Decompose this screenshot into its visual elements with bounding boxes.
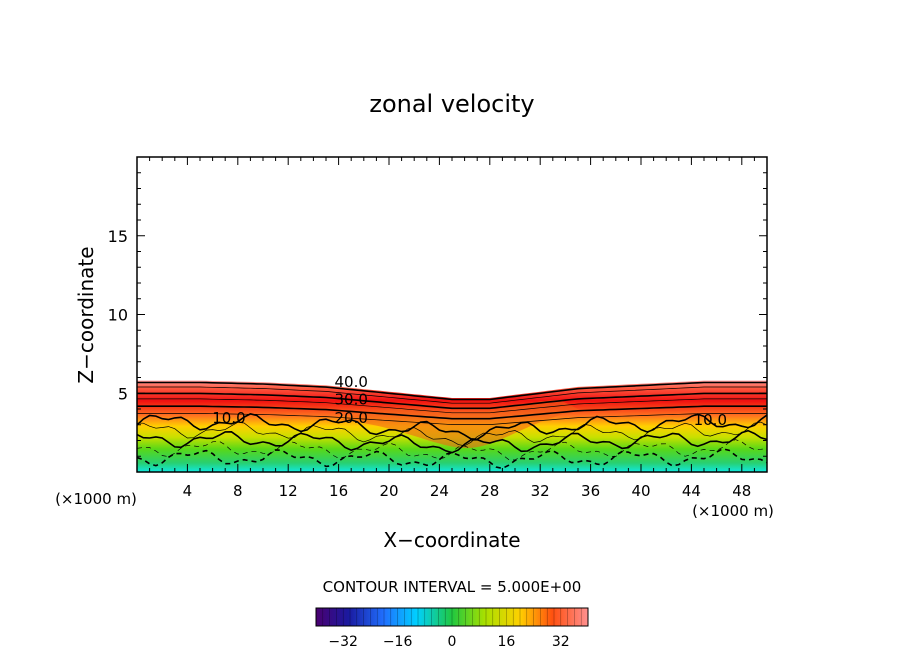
colorbar-tick-labels: −32 −16 0 16 32: [328, 634, 569, 650]
y-tick-label: 15: [108, 227, 128, 246]
contour-line: [137, 392, 767, 410]
contour-line: [137, 429, 767, 454]
y-tick-label: 5: [118, 384, 128, 403]
contour-line: [137, 439, 767, 461]
x-axis-label: X−coordinate: [383, 528, 520, 552]
x-tick-label: 16: [329, 482, 348, 500]
contour-line: [137, 386, 767, 404]
colorbar-bands: [322, 608, 582, 626]
colorbar-tick-label: −32: [328, 634, 358, 650]
x-tick-label: 40: [631, 482, 650, 500]
contour-line: [137, 421, 767, 447]
contour-line: [137, 413, 767, 425]
colorbar-tick-label: 0: [448, 634, 457, 650]
contour-line: [137, 413, 767, 441]
x-tick-label: 12: [279, 482, 298, 500]
contour-line: [137, 405, 767, 420]
x-tick-label: 24: [430, 482, 449, 500]
contour-label: 10.0: [212, 409, 245, 427]
velocity-field: [137, 380, 767, 472]
y-tick-label: 10: [108, 306, 128, 325]
x-tick-label: 32: [531, 482, 550, 500]
contour-line: [137, 381, 767, 401]
y-axis-label: Z−coordinate: [74, 246, 98, 383]
contour-label: 30.0: [334, 390, 367, 408]
contour-labels: 40.030.020.0 10.0 10.0: [212, 373, 727, 429]
chart-title: zonal velocity: [369, 90, 534, 118]
x-tick-label: 48: [732, 482, 751, 500]
colorbar-tick-label: 32: [552, 634, 570, 650]
contour-label: 20.0: [334, 409, 367, 427]
contour-line: [137, 447, 767, 470]
x-tick-label: 4: [183, 482, 193, 500]
x-tick-labels: 4 8 12 16 20 24 28 32 36 40 44 48: [183, 482, 752, 500]
x-tick-label: 8: [233, 482, 243, 500]
x-tick-label: 44: [682, 482, 701, 500]
contour-interval-text: CONTOUR INTERVAL = 5.000E+00: [323, 578, 582, 596]
contour-label: 40.0: [334, 373, 367, 391]
x-tick-label: 28: [480, 482, 499, 500]
x-tick-label: 20: [379, 482, 398, 500]
contour-label: 10.0: [694, 411, 727, 429]
x-unit-right: (×1000 m): [692, 502, 774, 520]
contour-lines: [137, 381, 767, 470]
warm-core-region: [340, 400, 580, 449]
colorbar-tick-label: −16: [383, 634, 413, 650]
y-tick-labels: 5 10 15: [108, 227, 128, 404]
axis-ticks: [137, 157, 767, 472]
contour-line: [137, 398, 767, 414]
x-unit-left: (×1000 m): [55, 490, 137, 508]
x-tick-label: 36: [581, 482, 600, 500]
colorbar-tick-label: 16: [497, 634, 515, 650]
